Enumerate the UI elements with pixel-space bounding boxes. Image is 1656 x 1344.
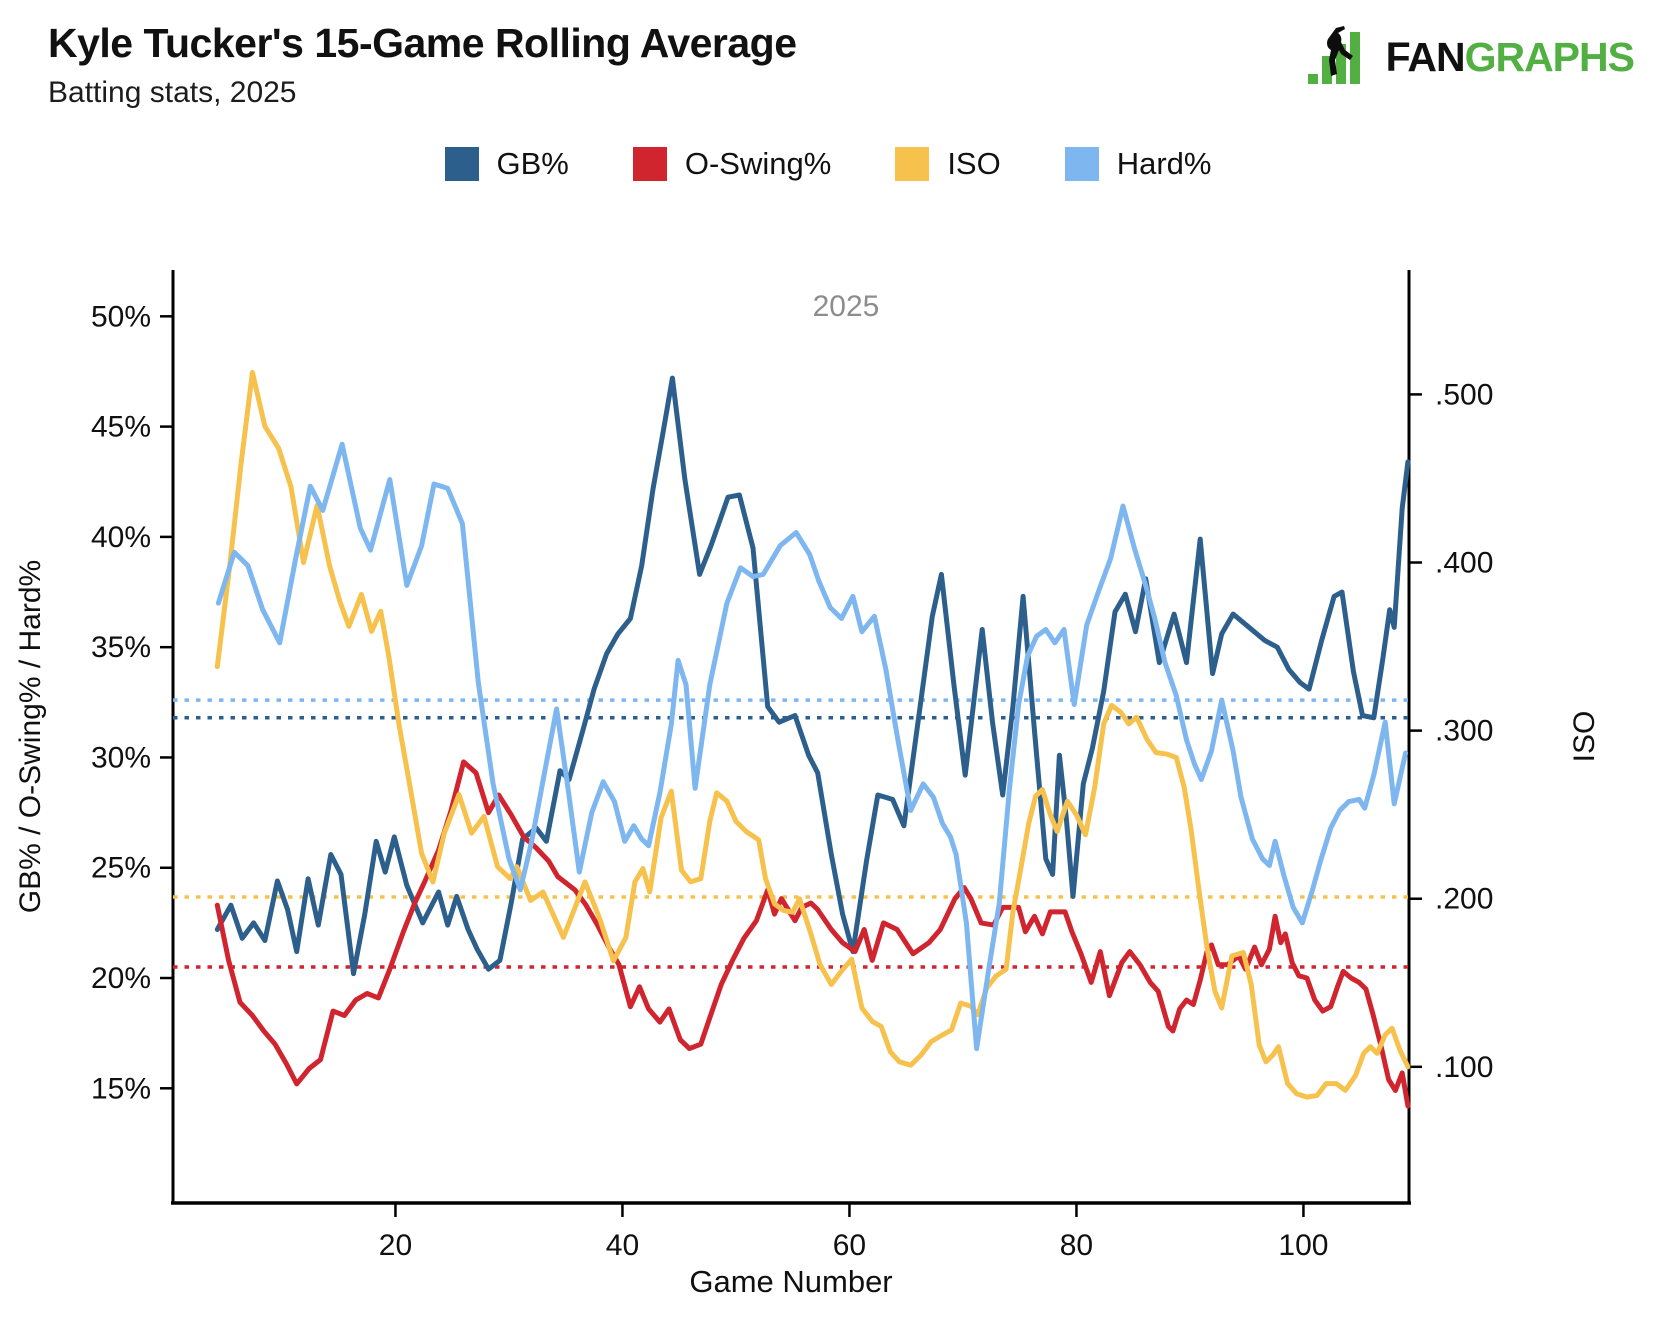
legend-item-iso[interactable]: ISO xyxy=(895,146,1001,182)
legend-item-hard[interactable]: Hard% xyxy=(1064,146,1212,182)
y-left-tick-label: 25% xyxy=(91,852,151,885)
chart-legend: GB% O-Swing% ISO Hard% xyxy=(0,146,1656,182)
gb-swatch-icon xyxy=(444,147,479,181)
y-left-axis-title: GB% / O-Swing% / Hard% xyxy=(14,560,47,913)
series-line-oswing xyxy=(214,759,1411,1109)
y-right-tick-label: .200 xyxy=(1435,883,1493,916)
y-right-tick-label: .100 xyxy=(1435,1051,1493,1084)
fangraphs-bars-batter-icon xyxy=(1307,26,1360,84)
oswing-swatch-icon xyxy=(632,147,667,181)
series-line-hard xyxy=(215,441,1409,1052)
x-tick-label: 80 xyxy=(1060,1229,1093,1262)
batter-silhouette xyxy=(1326,26,1353,76)
logo-text-fan: FAN xyxy=(1385,33,1466,80)
series-line-iso xyxy=(214,370,1411,1100)
x-tick-label: 20 xyxy=(379,1229,412,1262)
logo-text-graphs: GRAPHS xyxy=(1464,33,1635,80)
legend-label-oswing: O-Swing% xyxy=(684,146,832,181)
x-tick-label: 100 xyxy=(1278,1229,1328,1262)
page-subtitle: Batting stats, 2025 xyxy=(48,76,297,109)
y-left-tick-label: 15% xyxy=(91,1072,151,1105)
y-left-tick-label: 20% xyxy=(91,962,151,995)
legend-label-hard: Hard% xyxy=(1116,146,1212,181)
legend-item-gb[interactable]: GB% xyxy=(444,146,569,182)
y-right-tick-label: .400 xyxy=(1435,547,1493,580)
y-right-tick-label: .500 xyxy=(1435,378,1493,411)
x-tick-label: 60 xyxy=(833,1229,866,1262)
y-left-tick-label: 45% xyxy=(91,411,151,444)
legend-label-gb: GB% xyxy=(496,146,569,181)
hard-swatch-icon xyxy=(1064,147,1099,181)
x-tick-label: 40 xyxy=(606,1229,639,1262)
x-axis-title: Game Number xyxy=(689,1264,892,1299)
legend-label-iso: ISO xyxy=(947,146,1001,181)
y-left-tick-label: 35% xyxy=(91,631,151,664)
y-left-tick-label: 30% xyxy=(91,741,151,774)
year-annotation: 2025 xyxy=(813,290,880,323)
y-right-axis-title: ISO xyxy=(1568,711,1601,763)
page-title: Kyle Tucker's 15-Game Rolling Average xyxy=(48,20,797,66)
y-right-tick-label: .300 xyxy=(1435,715,1493,748)
fangraphs-logo[interactable]: FANGRAPHS xyxy=(1306,26,1635,88)
legend-item-oswing[interactable]: O-Swing% xyxy=(632,146,832,182)
y-left-tick-label: 50% xyxy=(91,300,151,333)
iso-swatch-icon xyxy=(895,147,930,181)
y-left-tick-label: 40% xyxy=(91,521,151,554)
series-line-gb xyxy=(214,375,1411,977)
